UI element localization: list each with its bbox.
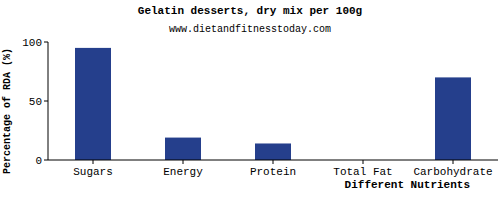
y-tick xyxy=(44,160,48,161)
bar xyxy=(255,143,291,160)
x-tick-label: Carbohydrate xyxy=(413,166,492,178)
x-tick xyxy=(93,160,94,164)
y-tick-label: 0 xyxy=(35,155,42,167)
y-tick-label: 50 xyxy=(29,96,42,108)
x-tick-label: Sugars xyxy=(73,166,113,178)
x-tick xyxy=(453,160,454,164)
x-tick-label: Energy xyxy=(163,166,203,178)
chart: Gelatin desserts, dry mix per 100g www.di… xyxy=(0,0,500,200)
x-tick xyxy=(273,160,274,164)
x-tick-label: Total Fat xyxy=(333,166,392,178)
x-tick xyxy=(363,160,364,164)
y-tick xyxy=(44,42,48,43)
bar xyxy=(435,77,471,160)
x-tick-label: Protein xyxy=(250,166,296,178)
title: Gelatin desserts, dry mix per 100g xyxy=(138,5,362,17)
y-tick xyxy=(44,101,48,102)
bar xyxy=(75,48,111,160)
x-axis-label: Different Nutrients xyxy=(345,179,470,191)
y-axis-label: Percentage of RDA (%) xyxy=(2,48,13,174)
subtitle: www.dietandfitnesstoday.com xyxy=(169,24,331,35)
x-tick xyxy=(183,160,184,164)
bar xyxy=(165,138,201,160)
y-tick-label: 100 xyxy=(22,37,42,49)
